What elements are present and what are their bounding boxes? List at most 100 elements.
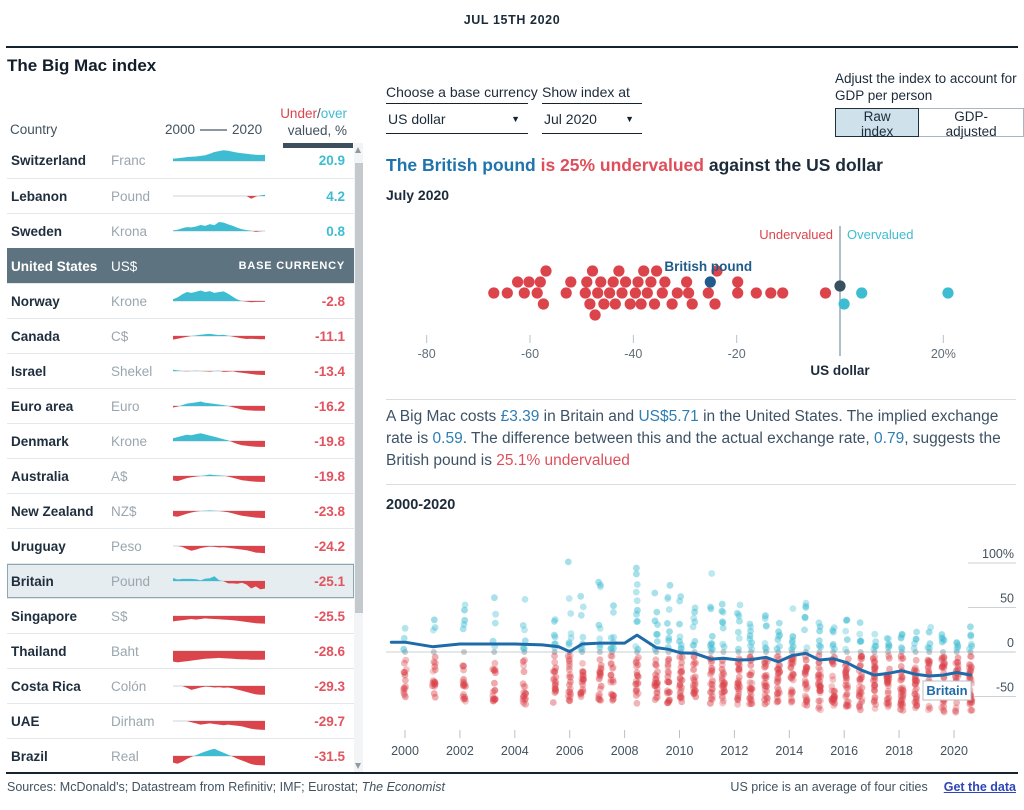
country-dot[interactable] bbox=[604, 287, 616, 299]
scatter-dot-undervalued[interactable] bbox=[491, 659, 499, 667]
scatter-dot-undervalued[interactable] bbox=[763, 687, 771, 695]
scatter-dot-undervalued[interactable] bbox=[815, 681, 822, 689]
scatter-dot-undervalued[interactable] bbox=[954, 673, 962, 680]
scatter-dot-overvalued[interactable] bbox=[633, 618, 640, 625]
scatter-dot-undervalued[interactable] bbox=[735, 681, 743, 689]
scatter-dot-undervalued[interactable] bbox=[884, 679, 892, 687]
scatter-dot-undervalued[interactable] bbox=[801, 677, 809, 684]
scatter-dot-undervalued[interactable] bbox=[665, 698, 672, 706]
scatter-dot-undervalued[interactable] bbox=[665, 678, 673, 686]
country-dot[interactable] bbox=[613, 265, 625, 277]
scatter-dot-undervalued[interactable] bbox=[551, 689, 559, 696]
scatter-dot-undervalued[interactable] bbox=[489, 688, 497, 696]
scatter-dot-undervalued[interactable] bbox=[431, 680, 439, 688]
scatter-dot-undervalued[interactable] bbox=[718, 671, 726, 679]
scatter-dot-undervalued[interactable] bbox=[924, 656, 932, 664]
country-dot[interactable] bbox=[732, 276, 744, 288]
scatter-dot-undervalued[interactable] bbox=[913, 701, 920, 709]
scatter-dot-overvalued[interactable] bbox=[689, 623, 697, 631]
scatter-dot-undervalued[interactable] bbox=[607, 652, 615, 660]
scroll-up-arrow-icon[interactable] bbox=[354, 143, 363, 157]
scatter-dot-undervalued[interactable] bbox=[953, 658, 961, 666]
scatter-dot-overvalued[interactable] bbox=[607, 645, 615, 652]
scatter-dot-undervalued[interactable] bbox=[551, 684, 559, 692]
scatter-dot-undervalued[interactable] bbox=[886, 665, 893, 673]
scatter-dot-undervalued[interactable] bbox=[897, 684, 904, 692]
scatter-dot-overvalued[interactable] bbox=[940, 636, 948, 644]
scatter-dot-undervalued[interactable] bbox=[491, 696, 499, 703]
scatter-dot-undervalued[interactable] bbox=[776, 662, 783, 669]
scatter-dot-undervalued[interactable] bbox=[596, 668, 604, 676]
scatter-dot-undervalued[interactable] bbox=[843, 690, 851, 698]
scatter-dot-overvalued[interactable] bbox=[954, 643, 962, 651]
scatter-dot-overvalued[interactable] bbox=[708, 570, 716, 577]
scatter-dot-undervalued[interactable] bbox=[967, 667, 975, 675]
table-row-costa-rica[interactable]: Costa Rica Colón -29.3 bbox=[7, 668, 354, 703]
scatter-dot-undervalued[interactable] bbox=[788, 686, 795, 694]
scatter-dot-overvalued[interactable] bbox=[690, 614, 698, 622]
scatter-dot-overvalued[interactable] bbox=[856, 630, 864, 638]
scatter-dot-overvalued[interactable] bbox=[597, 581, 604, 589]
scatter-dot-undervalued[interactable] bbox=[913, 702, 921, 710]
scatter-dot-undervalued[interactable] bbox=[747, 662, 755, 669]
scatter-dot-overvalued[interactable] bbox=[775, 633, 782, 640]
scatter-dot-undervalued[interactable] bbox=[577, 690, 585, 697]
scatter-dot-undervalued[interactable] bbox=[735, 667, 743, 675]
scatter-dot-undervalued[interactable] bbox=[911, 690, 919, 698]
scatter-dot-undervalued[interactable] bbox=[938, 656, 946, 663]
scatter-dot-undervalued[interactable] bbox=[870, 698, 878, 706]
scatter-dot-undervalued[interactable] bbox=[774, 689, 781, 697]
show-index-select[interactable]: Jul 2020 ▼ bbox=[542, 103, 642, 134]
scatter-dot-undervalued[interactable] bbox=[775, 686, 782, 694]
scatter-dot-undervalued[interactable] bbox=[400, 690, 408, 697]
scatter-dot-undervalued[interactable] bbox=[690, 676, 698, 684]
scatter-dot-undervalued[interactable] bbox=[871, 681, 878, 689]
scatter-dot-undervalued[interactable] bbox=[567, 673, 574, 681]
scatter-dot-overvalued[interactable] bbox=[829, 626, 836, 634]
scatter-dot-undervalued[interactable] bbox=[431, 679, 439, 686]
scatter-dot-undervalued[interactable] bbox=[692, 687, 700, 695]
scatter-dot-undervalued[interactable] bbox=[401, 685, 409, 693]
scatter-dot-undervalued[interactable] bbox=[898, 676, 906, 683]
scrollbar-thumb[interactable] bbox=[354, 163, 363, 613]
scatter-dot-overvalued[interactable] bbox=[596, 644, 604, 651]
scatter-dot-undervalued[interactable] bbox=[966, 661, 973, 668]
scatter-dot-undervalued[interactable] bbox=[746, 694, 753, 702]
scatter-dot-undervalued[interactable] bbox=[912, 680, 919, 687]
scatter-dot-overvalued[interactable] bbox=[634, 606, 641, 614]
scatter-dot-undervalued[interactable] bbox=[843, 665, 851, 673]
scatter-dot-undervalued[interactable] bbox=[747, 671, 754, 679]
scatter-dot-undervalued[interactable] bbox=[633, 663, 640, 670]
scatter-dot-undervalued[interactable] bbox=[871, 664, 878, 672]
scatter-dot-undervalued[interactable] bbox=[607, 660, 615, 668]
table-row-singapore[interactable]: Singapore S$ -25.5 bbox=[7, 598, 354, 633]
scatter-dot-undervalued[interactable] bbox=[899, 691, 907, 698]
scatter-dot-base[interactable] bbox=[816, 649, 823, 655]
scatter-dot-undervalued[interactable] bbox=[885, 652, 893, 660]
scatter-dot-undervalued[interactable] bbox=[774, 670, 782, 678]
scatter-dot-undervalued[interactable] bbox=[735, 677, 742, 685]
scatter-dot-undervalued[interactable] bbox=[429, 679, 437, 687]
scatter-dot-overvalued[interactable] bbox=[521, 596, 529, 603]
scatter-dot-undervalued[interactable] bbox=[431, 680, 438, 688]
scatter-dot-overvalued[interactable] bbox=[748, 639, 756, 647]
scatter-dot-overvalued[interactable] bbox=[676, 597, 683, 605]
scatter-dot-overvalued[interactable] bbox=[708, 632, 716, 640]
scatter-dot-undervalued[interactable] bbox=[609, 676, 617, 684]
scatter-dot-undervalued[interactable] bbox=[857, 706, 864, 714]
scatter-dot-undervalued[interactable] bbox=[596, 691, 604, 699]
scatter-dot-undervalued[interactable] bbox=[815, 703, 823, 710]
scatter-dot-undervalued[interactable] bbox=[775, 665, 782, 673]
scatter-dot-undervalued[interactable] bbox=[842, 672, 850, 679]
scatter-dot-undervalued[interactable] bbox=[815, 671, 822, 678]
country-dot[interactable] bbox=[671, 287, 683, 299]
scatter-dot-overvalued[interactable] bbox=[762, 612, 769, 619]
scatter-dot-undervalued[interactable] bbox=[897, 663, 905, 670]
scatter-dot-undervalued[interactable] bbox=[609, 695, 617, 703]
scatter-dot-undervalued[interactable] bbox=[885, 675, 893, 682]
scatter-dot-undervalued[interactable] bbox=[595, 695, 602, 703]
scatter-dot-undervalued[interactable] bbox=[953, 699, 960, 707]
scatter-dot-undervalued[interactable] bbox=[828, 659, 836, 666]
scatter-dot-undervalued[interactable] bbox=[746, 684, 754, 692]
scatter-dot-undervalued[interactable] bbox=[551, 658, 559, 666]
